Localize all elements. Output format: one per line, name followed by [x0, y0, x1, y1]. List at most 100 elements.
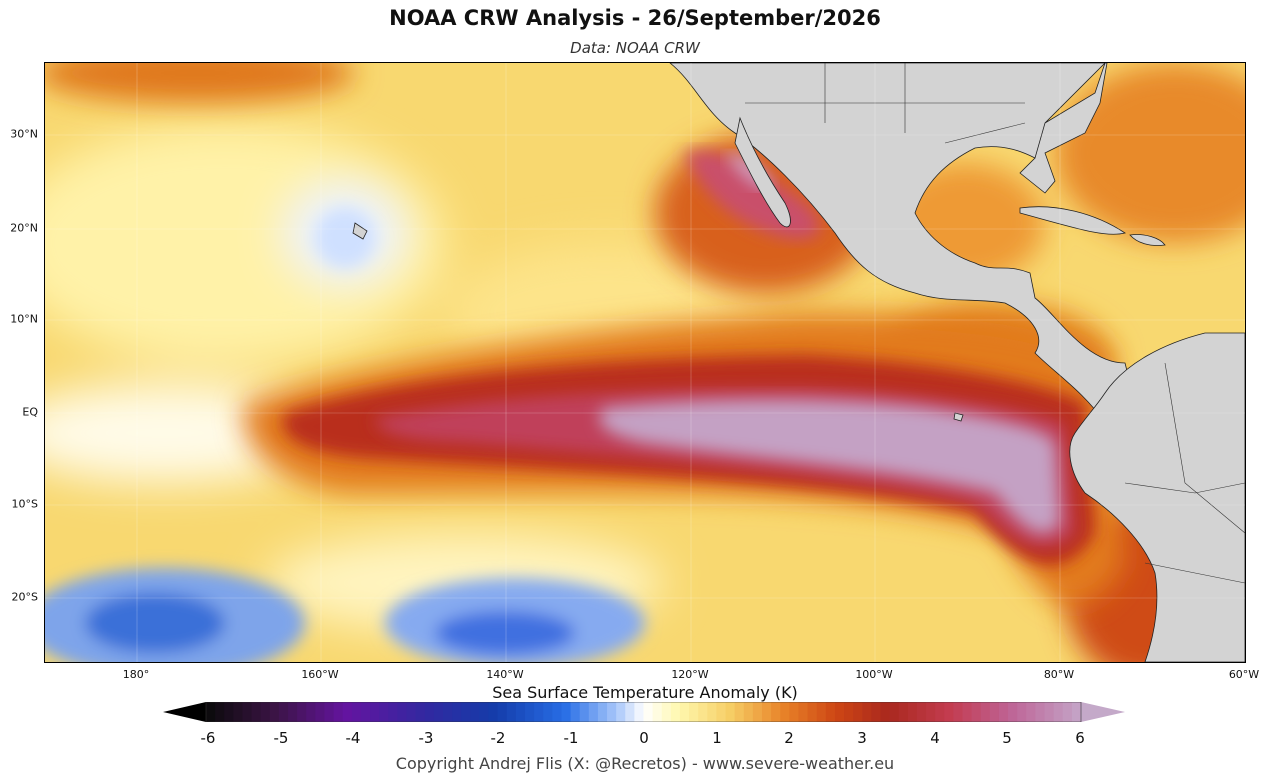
colorbar-cell: [698, 702, 708, 722]
colorbar-cell: [761, 702, 772, 722]
colorbar-cell: [661, 702, 672, 722]
colorbar-extend-high: [1081, 702, 1125, 722]
colorbar-cell: [224, 702, 234, 722]
colorbar-cell: [1053, 702, 1064, 722]
colorbar-cell: [452, 702, 462, 722]
colorbar-cell: [233, 702, 243, 722]
colorbar-cell: [315, 702, 325, 722]
colorbar-cell: [689, 702, 699, 722]
colorbar-tick: 1: [712, 729, 722, 747]
chart-title: NOAA CRW Analysis - 26/September/2026: [389, 6, 881, 30]
colorbar-tick: 3: [857, 729, 867, 747]
colorbar-tick: 4: [930, 729, 940, 747]
lon-label-100w: 100°W: [855, 668, 893, 681]
galapagos-land: [953, 412, 964, 422]
colorbar-cell: [1044, 702, 1055, 722]
colorbar-cell: [370, 702, 380, 722]
colorbar-title: Sea Surface Temperature Anomaly (K): [492, 683, 798, 702]
colorbar-cell: [415, 702, 426, 722]
graticule: [45, 63, 1245, 662]
colorbar-cell: [862, 702, 872, 722]
lat-label-10n: 10°N: [10, 312, 38, 326]
lat-label-20n: 20°N: [10, 221, 38, 235]
colorbar-cell: [853, 702, 863, 722]
colorbar-tick: -3: [418, 729, 434, 747]
colorbar-extend-low: [163, 702, 206, 722]
copyright-text: Copyright Andrej Flis (X: @Recretos) - w…: [395, 754, 895, 773]
colorbar-cell: [525, 702, 535, 722]
colorbar-cell: [597, 702, 608, 722]
colorbar-cell: [278, 702, 289, 722]
colorbar-cell: [980, 702, 991, 722]
colorbar-cell: [397, 702, 408, 722]
colorbar-cell: [771, 702, 781, 722]
colorbar-cell: [625, 702, 635, 722]
colorbar-cell: [652, 702, 663, 722]
colorbar-cell: [333, 702, 344, 722]
colorbar-cell: [297, 702, 307, 722]
north-america-land: [669, 63, 1136, 424]
colorbar-cell: [424, 702, 435, 722]
colorbar-cell: [561, 702, 572, 722]
colorbar-cell: [880, 702, 891, 722]
colorbar-cell: [288, 702, 298, 722]
colorbar-cell: [971, 702, 982, 722]
hispaniola-land: [1129, 234, 1166, 246]
colorbar-cell: [242, 702, 253, 722]
colorbar-cell: [825, 702, 836, 722]
land-masses: [352, 63, 1245, 662]
colorbar-cell: [871, 702, 881, 722]
colorbar-cell: [1026, 702, 1036, 722]
colorbar-cell: [461, 702, 471, 722]
lat-label-10s: 10°S: [11, 497, 38, 511]
colorbar-cell: [844, 702, 854, 722]
colorbar-cell: [360, 702, 371, 722]
colorbar-cell: [743, 702, 754, 722]
colorbar-cell: [789, 702, 799, 722]
colorbar-tick: -2: [490, 729, 506, 747]
baja-california-land: [734, 116, 791, 228]
colorbar-cell: [889, 702, 900, 722]
colorbar-cell: [734, 702, 745, 722]
colorbar-cell: [388, 702, 398, 722]
equatorial-warm-tongue: [243, 151, 1125, 605]
colorbar-cell: [725, 702, 736, 722]
colorbar-cell: [534, 702, 544, 722]
colorbar-cell: [834, 702, 845, 722]
lon-label-60w: 60°W: [1228, 668, 1260, 681]
chart-subtitle: Data: NOAA CRW: [570, 39, 700, 57]
map-canvas: [45, 63, 1245, 662]
colorbar-cell: [1008, 702, 1018, 722]
colorbar-tick: -1: [563, 729, 579, 747]
colorbar-cell: [816, 702, 827, 722]
colorbar-graphic: [163, 701, 1125, 723]
cool-anomaly-areas: [45, 208, 645, 662]
sst-anomaly-map: [44, 62, 1246, 663]
colorbar-cell: [306, 702, 316, 722]
colorbar-cell: [607, 702, 617, 722]
colorbar-cell: [506, 702, 517, 722]
colorbar-cell: [1017, 702, 1027, 722]
colorbar-cell: [1035, 702, 1046, 722]
colorbar-cell: [269, 702, 280, 722]
colorbar-cell: [433, 702, 444, 722]
colorbar-cell: [679, 702, 690, 722]
colorbar-cell: [470, 702, 480, 722]
colorbar-cell: [798, 702, 809, 722]
colorbar-cell: [634, 702, 644, 722]
colorbar-cell: [342, 702, 353, 722]
colorbar-cell: [935, 702, 945, 722]
colorbar-cell: [543, 702, 553, 722]
colorbar-cell: [251, 702, 262, 722]
colorbar-cell: [898, 702, 909, 722]
colorbar-cell: [588, 702, 599, 722]
colorbar-cell: [926, 702, 936, 722]
lat-label-eq: EQ: [22, 405, 38, 419]
colorbar-tick: -5: [273, 729, 289, 747]
colorbar-cell: [570, 702, 581, 722]
colorbar-cell: [497, 702, 508, 722]
colorbar-cell: [670, 702, 681, 722]
colorbar-tick: 5: [1002, 729, 1012, 747]
lon-label-120w: 120°W: [671, 668, 709, 681]
colorbar-cell: [962, 702, 973, 722]
